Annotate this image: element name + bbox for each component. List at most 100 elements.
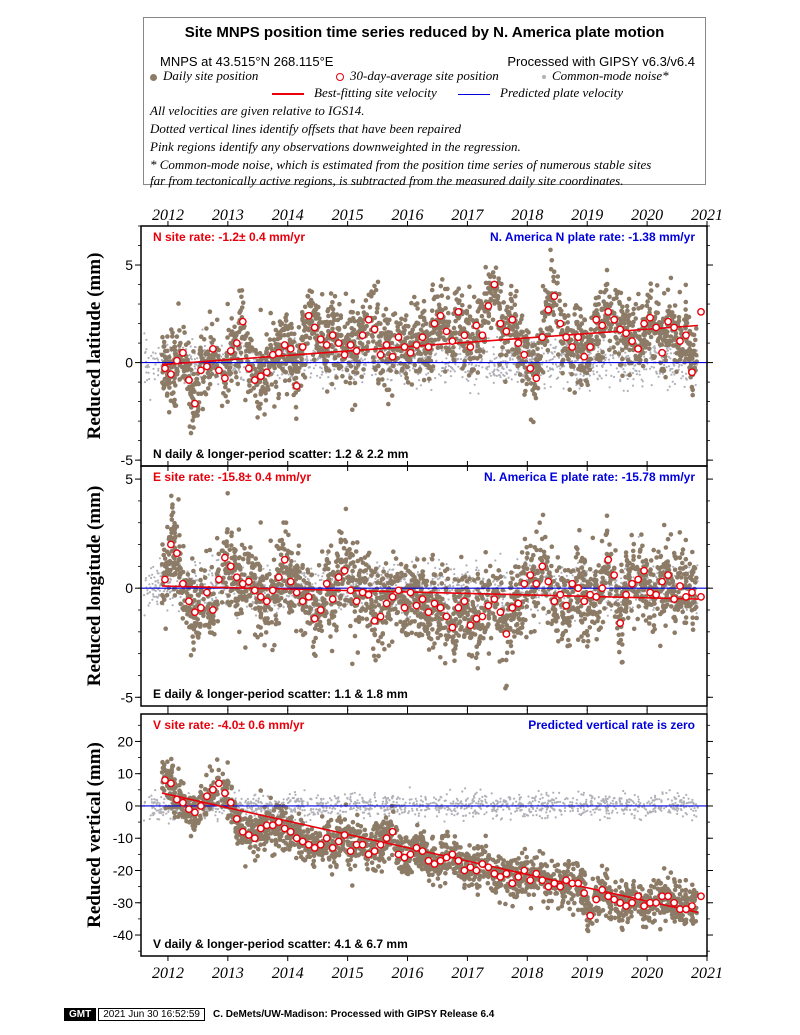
common-mode-point [220,344,223,347]
common-mode-point [682,607,685,611]
daily-point [262,377,268,383]
common-mode-point [307,578,310,582]
avg-30day-point [400,343,409,351]
daily-point [247,383,252,388]
daily-point [603,315,608,321]
daily-point [691,332,697,338]
daily-point [683,299,689,305]
daily-point [608,325,613,331]
daily-point [372,283,377,289]
common-mode-point [193,358,196,361]
common-mode-point [160,358,163,362]
avg-30day-point [697,307,705,316]
common-mode-point [184,348,187,351]
common-mode-point [637,535,640,538]
common-mode-point [507,376,510,379]
daily-point [462,363,467,368]
daily-point [415,306,420,311]
common-mode-point [645,368,648,371]
daily-point [263,390,268,396]
common-mode-point [604,353,607,356]
common-mode-point [449,375,453,378]
daily-point [465,320,470,325]
common-mode-point [619,378,622,381]
common-mode-point [334,352,337,355]
daily-point [572,390,577,395]
avg-30day-point [538,333,547,342]
daily-point [373,287,379,293]
daily-point [349,333,355,338]
daily-point [305,293,311,299]
common-mode-point [151,588,154,591]
daily-point [462,309,468,315]
common-mode-point [492,372,495,375]
common-mode-point [193,365,196,368]
common-mode-point [287,595,290,598]
daily-point [233,370,238,375]
avg-30day-point [466,343,475,351]
common-mode-point [486,366,489,369]
common-mode-point [649,367,652,370]
daily-point [536,364,542,370]
daily-point [409,340,414,346]
avg-30day-point [316,335,325,344]
daily-point [389,393,395,398]
daily-point [214,317,220,323]
daily-point [560,370,565,376]
daily-point [510,347,515,352]
daily-point [274,358,279,363]
daily-point [620,356,625,362]
common-mode-point [554,589,557,592]
daily-point [367,304,373,310]
common-mode-point [145,348,148,351]
daily-point [402,362,407,367]
common-mode-point [151,598,154,601]
common-mode-point [504,576,507,579]
daily-point [276,391,282,397]
common-mode-point [473,383,476,386]
common-mode-point [635,373,639,376]
common-mode-point [416,571,419,574]
common-mode-point [198,561,202,565]
common-mode-point [658,372,661,375]
daily-point [311,357,317,363]
common-mode-point [599,348,602,351]
daily-point [160,380,165,385]
daily-point [578,314,584,319]
daily-point [480,304,486,309]
daily-point [225,335,230,340]
daily-point [422,317,427,323]
common-mode-point [551,362,555,366]
common-mode-point [166,609,169,612]
common-mode-point [304,575,307,579]
daily-point [627,312,632,318]
common-mode-point [314,364,317,367]
daily-point [486,320,491,326]
daily-point [440,307,445,313]
daily-point [293,369,299,374]
common-mode-point [333,387,337,390]
common-mode-point [605,374,608,377]
common-mode-point [312,606,315,609]
common-mode-point [430,388,433,392]
common-mode-point [486,597,489,600]
common-mode-point [158,589,161,592]
common-mode-point [240,341,243,345]
daily-point [418,314,423,320]
daily-point [362,325,367,330]
common-mode-point [549,343,552,346]
daily-point [658,320,664,326]
common-mode-point [305,355,308,358]
daily-point [694,326,699,331]
daily-point [394,320,399,325]
daily-point [683,320,689,326]
common-mode-point [475,566,478,569]
common-mode-point [643,355,646,358]
daily-point [617,299,622,305]
daily-point [483,264,489,270]
common-mode-point [319,376,322,379]
daily-point [357,316,363,322]
daily-point [585,364,590,369]
daily-point [211,365,216,370]
